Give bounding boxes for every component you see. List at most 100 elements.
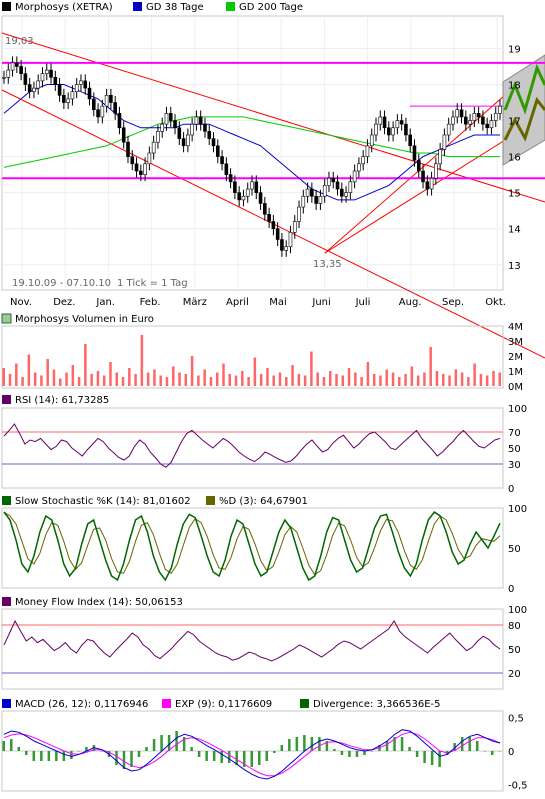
divergence-bar <box>137 751 141 757</box>
divergence-bar <box>393 737 396 751</box>
price-legend-label-1: Morphosys (XETRA) <box>15 2 113 13</box>
candle-body <box>2 76 6 79</box>
candle-body <box>412 145 417 161</box>
candle-body <box>451 116 455 125</box>
volume-bar <box>398 377 401 386</box>
candle-body <box>382 116 387 129</box>
candle-body <box>134 163 139 172</box>
candle-body <box>190 123 194 136</box>
candle-body <box>237 192 241 201</box>
divergence-bar <box>400 737 404 751</box>
price-x-axis: Nov. Dez. Jan. Feb. März April Mai Juni Juli Aug.… <box>10 297 506 308</box>
rsi-y-tick-label: 70 <box>508 428 521 439</box>
volume-bar <box>272 375 275 386</box>
volume-bar <box>115 372 119 386</box>
divergence-bar <box>115 751 118 765</box>
volume-bar <box>21 377 24 386</box>
price-y-tick-label: 14 <box>508 225 521 236</box>
divergence-bar <box>295 737 299 751</box>
rsi-y-tick-label: 100 <box>508 404 527 415</box>
price-y-tick-label: 19 <box>508 44 521 55</box>
volume-bar <box>96 371 100 386</box>
rsi-y-tick-label: 0 <box>508 484 514 495</box>
candle-body <box>40 73 45 82</box>
volume-bar <box>460 372 464 386</box>
volume-bar <box>347 368 351 386</box>
price-x-tick-label: April <box>226 297 249 308</box>
low-annotation: 13,35 <box>313 259 342 270</box>
candle-body <box>109 95 113 103</box>
volume-bar <box>266 368 269 386</box>
volume-title: Morphosys Volumen in Euro <box>15 314 154 325</box>
mfi-y-tick-label: 20 <box>508 669 521 680</box>
price-x-tick-label: Juni <box>311 297 330 308</box>
macd-line <box>3 729 501 780</box>
price-legend-label-2: GD 38 Tage <box>146 2 204 13</box>
divergence-bar <box>70 751 73 759</box>
candle-body <box>151 141 156 154</box>
price-y-tick-label: 15 <box>508 189 521 200</box>
candle-body <box>481 116 485 125</box>
volume-bar <box>184 374 188 386</box>
candle-body <box>83 80 88 89</box>
volume-bar <box>77 377 81 386</box>
candle-body <box>348 181 353 193</box>
candle-body <box>23 73 28 85</box>
candle-body <box>70 91 75 100</box>
volume-bar <box>121 377 125 386</box>
divergence-bar <box>175 731 178 751</box>
candle-body <box>476 113 481 118</box>
divergence-bar <box>430 751 434 765</box>
macd-y-axis: 0,5 0 -0,5 <box>508 714 528 792</box>
stoch-d-swatch <box>206 496 215 505</box>
volume-y-tick-label: 0M <box>508 382 523 393</box>
volume-bar <box>278 372 282 386</box>
price-legend-swatch-1 <box>2 2 11 11</box>
candle-body <box>57 84 62 96</box>
candle-body <box>493 113 498 121</box>
rsi-line <box>3 423 501 468</box>
price-x-tick-label: Sep. <box>442 297 464 308</box>
divergence-bar <box>190 747 193 751</box>
stochastic-panel: Slow Stochastic %K (14): 81,01602 %D (3)… <box>1 496 527 595</box>
candle-body <box>53 76 58 85</box>
candle-body <box>10 62 15 71</box>
divergence-bar <box>385 741 389 751</box>
divergence-bar <box>2 741 5 751</box>
volume-bar <box>360 377 363 386</box>
volume-y-tick-label: 1M <box>508 367 523 378</box>
volume-bar <box>159 375 162 386</box>
volume-bar <box>165 377 169 386</box>
divergence-bar <box>212 751 216 761</box>
candle-body <box>164 113 169 125</box>
mfi-plot-frame <box>1 608 504 690</box>
volume-bar <box>102 375 106 386</box>
divergence-bar <box>355 751 359 757</box>
candle-body <box>228 174 233 183</box>
divergence-bar <box>303 735 306 751</box>
candle-body <box>399 120 404 125</box>
candle-body <box>369 134 374 147</box>
candle-body <box>194 116 199 125</box>
candle-body <box>19 66 23 74</box>
divergence-bar <box>152 739 156 751</box>
divergence-bar <box>130 751 133 767</box>
price-x-tick-label: Jan. <box>95 297 115 308</box>
candle-body <box>104 95 109 107</box>
candle-body <box>275 228 280 240</box>
candle-body <box>404 123 408 136</box>
candle-body <box>74 84 79 93</box>
divergence-bar <box>220 751 223 763</box>
stoch-y-tick-label: 0 <box>508 584 514 595</box>
rsi-levels <box>2 431 503 465</box>
candle-body <box>139 170 143 175</box>
price-x-tick-label: Nov. <box>10 297 32 308</box>
divergence-bar <box>490 751 494 755</box>
candle-body <box>156 131 160 143</box>
macd-panel: MACD (26, 12): 0,1176946 EXP (9): 0,1176… <box>1 699 528 792</box>
volume-bar <box>391 372 395 386</box>
candle-body <box>318 195 323 204</box>
candle-body <box>211 138 216 147</box>
mfi-levels <box>2 624 503 674</box>
